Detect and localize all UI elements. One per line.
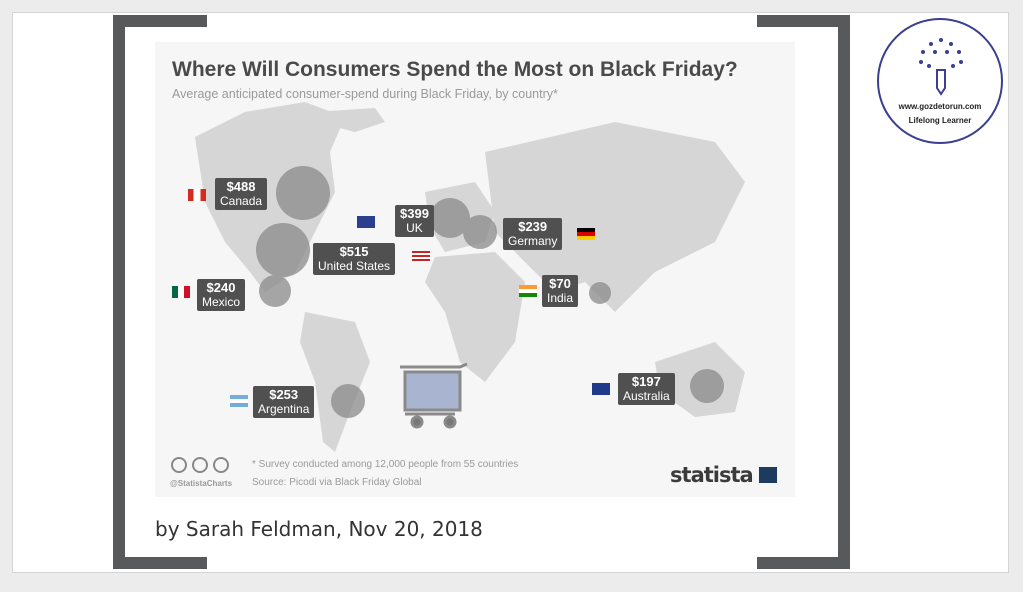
shopping-cart-icon (400, 362, 468, 429)
argentina-flag-icon (230, 395, 248, 407)
world-map (195, 102, 745, 452)
bubble-us (256, 223, 310, 277)
bubble-germany (463, 215, 497, 249)
left-bracket-bottom (113, 557, 207, 569)
label-australia: $197 Australia (618, 373, 675, 405)
mexico-flag-icon (172, 286, 190, 298)
bubble-india (589, 282, 611, 304)
logo-url: www.gozdetorun.com (898, 102, 982, 111)
australia-flag-icon (592, 383, 610, 395)
bubble-canada (276, 166, 330, 220)
south-america (300, 312, 370, 452)
byline: by Sarah Feldman, Nov 20, 2018 (155, 517, 483, 541)
label-india: $70 India (542, 275, 579, 307)
india-flag-icon (519, 285, 537, 297)
bubble-uk (430, 198, 470, 238)
germany-flag-icon (577, 228, 595, 240)
label-united-states: $515 United States (313, 243, 396, 275)
label-uk: $399 UK (395, 205, 434, 237)
bubbles (256, 166, 724, 429)
chart-title: Where Will Consumers Spend the Most on B… (172, 58, 738, 81)
chart-subtitle: Average anticipated consumer-spend durin… (172, 87, 558, 101)
logo-tagline: Lifelong Learner (908, 116, 972, 125)
footnote: * Survey conducted among 12,000 people f… (252, 459, 519, 470)
uk-flag-icon (357, 216, 375, 228)
creative-commons-icon (171, 457, 229, 473)
statista-handle: @StatistaCharts (170, 479, 233, 488)
pencil-tree-icon (919, 38, 963, 96)
asia (485, 122, 745, 312)
bubble-mexico (259, 275, 291, 307)
label-canada: $488 Canada (215, 178, 268, 210)
infographic: Where Will Consumers Spend the Most on B… (155, 42, 795, 497)
greenland (315, 108, 385, 132)
bubble-argentina (331, 384, 365, 418)
left-bracket (113, 15, 125, 569)
statista-logo: statista (670, 463, 777, 487)
us-flag-icon (412, 251, 430, 263)
label-mexico: $240 Mexico (197, 279, 246, 311)
label-argentina: $253 Argentina (253, 386, 315, 418)
africa (425, 252, 525, 382)
bubble-australia (690, 369, 724, 403)
gozdetorun-logo: www.gozdetorun.com Lifelong Learner (877, 18, 1003, 144)
canada-flag-icon (188, 189, 206, 201)
left-bracket-top (113, 15, 207, 27)
source: Source: Picodi via Black Friday Global (252, 477, 422, 488)
label-germany: $239 Germany (503, 218, 563, 250)
right-bracket-top (757, 15, 850, 27)
right-bracket-bottom (757, 557, 850, 569)
right-bracket (838, 15, 850, 569)
